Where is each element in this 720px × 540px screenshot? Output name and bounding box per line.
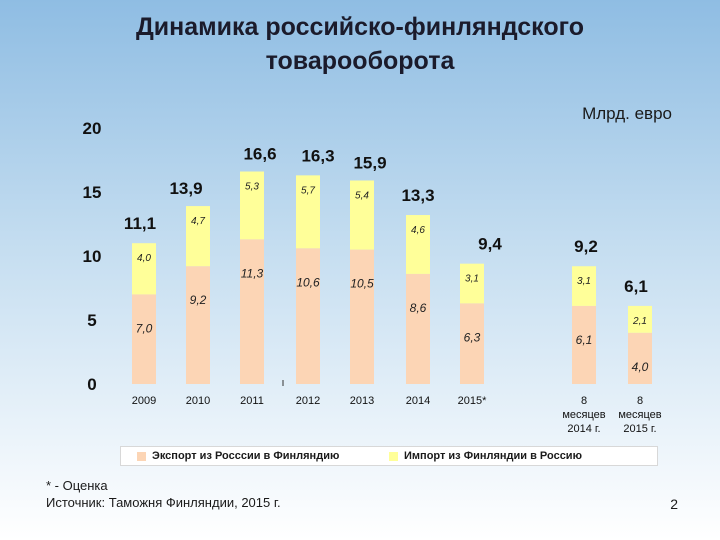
x-tick-label: 2009 bbox=[132, 395, 156, 407]
data-label-total: 16,6 bbox=[243, 145, 276, 164]
x-tick-label: 8 bbox=[637, 395, 643, 407]
legend-item-import: Импорт из Финляндии в Россию bbox=[389, 450, 582, 462]
x-tick-label: 2010 bbox=[186, 395, 210, 407]
bar-import bbox=[572, 266, 596, 306]
data-label-total: 16,3 bbox=[301, 146, 334, 165]
data-label-total: 15,9 bbox=[353, 153, 386, 172]
data-label-total: 9,4 bbox=[478, 235, 502, 254]
source-note: Источник: Таможня Финляндии, 2015 г. bbox=[46, 495, 281, 510]
x-tick-label: 2014 bbox=[406, 395, 430, 407]
unit-label: Млрд. евро bbox=[582, 104, 672, 123]
data-label-total: 6,1 bbox=[624, 277, 648, 296]
x-tick-label: месяцев bbox=[618, 409, 661, 421]
bar-export bbox=[240, 239, 264, 384]
legend-swatch-export bbox=[137, 451, 146, 461]
data-label-import: 3,1 bbox=[465, 274, 479, 285]
data-label-export: 11,3 bbox=[241, 266, 264, 280]
bar-export bbox=[628, 332, 652, 384]
bar-export bbox=[186, 266, 210, 384]
bar-export bbox=[132, 294, 156, 384]
estimate-note: * - Оценка bbox=[46, 478, 108, 493]
bar-import bbox=[350, 180, 374, 250]
x-tick-label: месяцев bbox=[562, 409, 605, 421]
legend-swatch-import bbox=[389, 451, 398, 461]
legend-label-import: Импорт из Финляндии в Россию bbox=[404, 450, 582, 462]
bar-export bbox=[296, 248, 320, 384]
data-label-import: 4,0 bbox=[137, 253, 151, 264]
y-tick-label: 15 bbox=[83, 183, 102, 202]
x-tick-label: 8 bbox=[581, 395, 587, 407]
data-label-export: 8,6 bbox=[410, 301, 427, 315]
data-label-import: 5,7 bbox=[301, 185, 315, 196]
legend-item-export: Экспорт из Россcии в Финляндию bbox=[137, 450, 339, 462]
data-label-import: 4,7 bbox=[191, 216, 205, 227]
bar-import bbox=[186, 206, 210, 267]
title-line-1: Динамика российско-финляндского bbox=[135, 13, 584, 41]
data-label-total: 11,1 bbox=[124, 214, 156, 233]
bar-import bbox=[132, 243, 156, 295]
bar-import bbox=[296, 175, 320, 249]
bar-export bbox=[406, 273, 430, 384]
x-tick-label: 2011 bbox=[240, 395, 264, 407]
x-tick-label: 2013 bbox=[350, 395, 374, 407]
data-label-total: 13,3 bbox=[401, 186, 434, 205]
data-label-import: 2,1 bbox=[632, 316, 647, 327]
y-tick-label: 20 bbox=[83, 119, 102, 138]
x-tick-label: 2014 г. bbox=[567, 423, 600, 435]
page-number: 2 bbox=[670, 496, 678, 512]
bar-export bbox=[350, 249, 374, 384]
data-label-import: 5,3 bbox=[245, 182, 259, 193]
data-label-total: 9,2 bbox=[574, 237, 598, 256]
bar-export bbox=[572, 305, 596, 384]
data-label-total: 13,9 bbox=[169, 179, 202, 198]
data-label-export: 9,2 bbox=[190, 293, 207, 307]
bar-import bbox=[628, 305, 652, 333]
bar-import bbox=[460, 263, 484, 304]
data-label-import: 4,6 bbox=[411, 225, 425, 236]
data-label-export: 6,1 bbox=[576, 333, 593, 347]
legend-label-export: Экспорт из Россcии в Финляндию bbox=[152, 450, 340, 462]
data-label-export: 10,6 bbox=[296, 275, 320, 289]
data-label-export: 6,3 bbox=[464, 330, 481, 344]
data-label-export: 10,5 bbox=[350, 277, 374, 291]
page-title: Динамика российско-финляндского товарооб… bbox=[60, 10, 660, 78]
x-tick-label: 2012 bbox=[296, 395, 320, 407]
bar-import bbox=[240, 171, 264, 240]
bar-export bbox=[460, 303, 484, 384]
bar-import bbox=[406, 215, 430, 274]
data-label-import: 5,4 bbox=[355, 190, 369, 201]
footnote: * - Оценка Источник: Таможня Финляндии, … bbox=[46, 477, 281, 511]
data-label-import: 3,1 bbox=[577, 276, 591, 287]
title-line-2: товарооборота bbox=[265, 47, 455, 75]
y-tick-label: 10 bbox=[83, 247, 102, 266]
x-tick-label: 2015 г. bbox=[623, 423, 656, 435]
x-tick-label: 2015* bbox=[458, 395, 487, 407]
y-tick-label: 0 bbox=[87, 375, 96, 394]
y-tick-label: 5 bbox=[87, 311, 96, 330]
chart-legend: Экспорт из Россcии в Финляндию Импорт из… bbox=[120, 446, 658, 466]
data-label-export: 4,0 bbox=[632, 360, 649, 374]
data-label-export: 7,0 bbox=[136, 321, 153, 335]
